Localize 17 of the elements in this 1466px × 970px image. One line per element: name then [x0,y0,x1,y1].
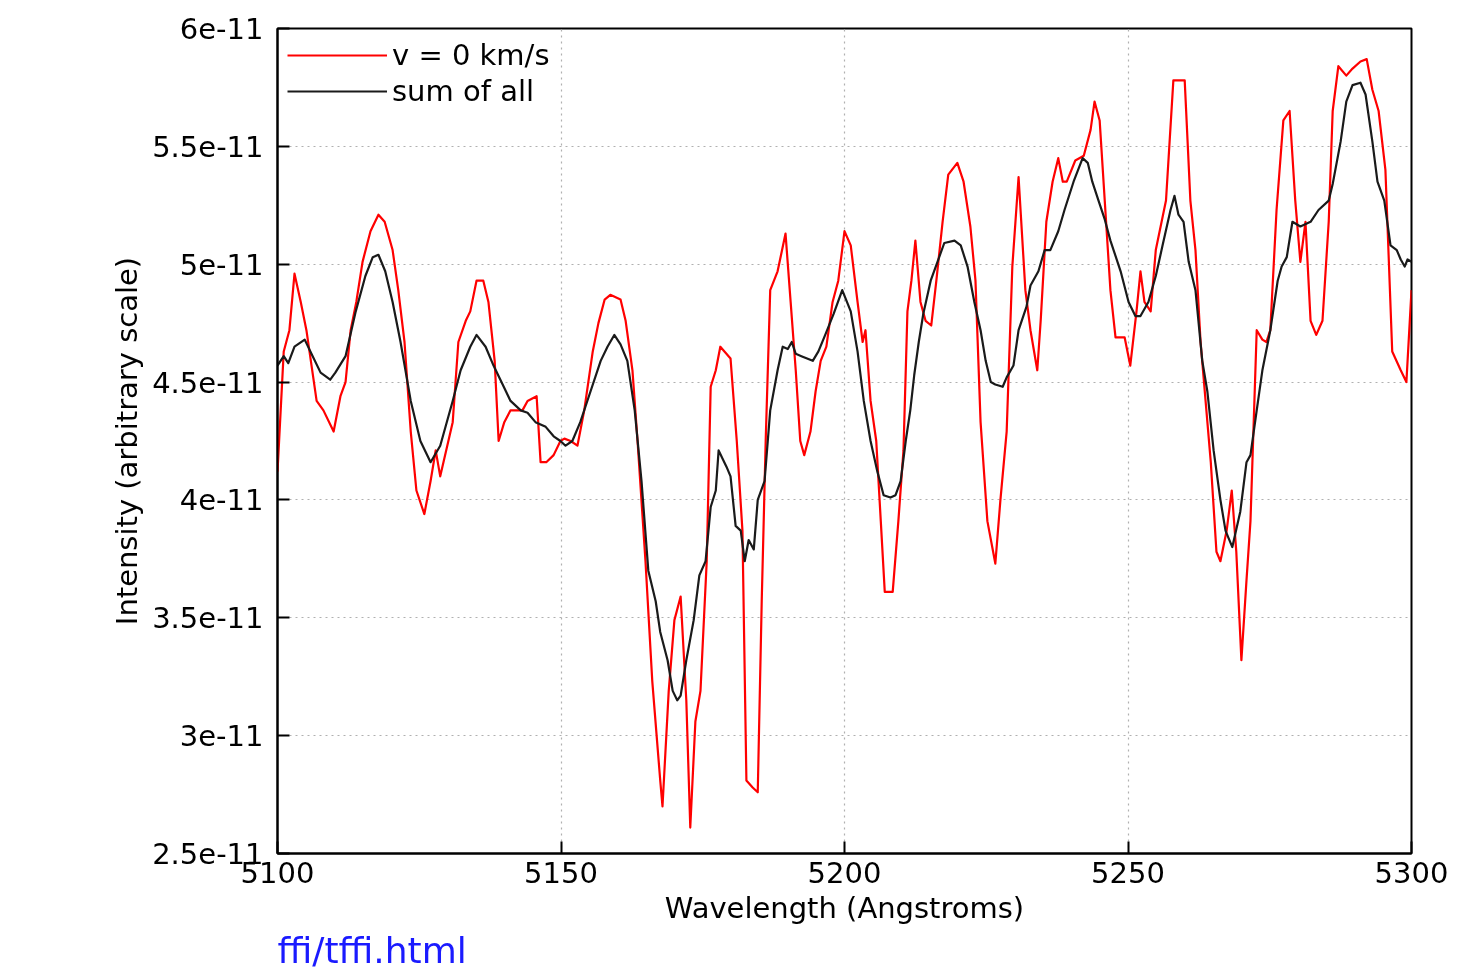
x-tick-label: 5300 [1374,855,1449,890]
y-tick-label: 4.5e-11 [152,365,264,400]
x-tick-label: 5200 [807,855,882,890]
text: ffi/tffi.html [277,929,467,970]
y-axis-title: Intensity (arbitrary scale) [110,256,145,626]
x-axis-title: Wavelength (Angstroms) [664,890,1025,925]
y-tick-label: 5.5e-11 [152,129,264,164]
y-tick-label: 6e-11 [179,12,264,46]
legend-label: sum of all [392,74,535,108]
y-tick-label: 4e-11 [179,483,264,518]
y-tick-label: 3.5e-11 [152,601,264,636]
y-tick-label: 3e-11 [179,719,264,754]
line-series [277,81,1412,702]
legend-label: v = 0 km/s [392,38,550,72]
x-tick-label: 5150 [524,855,598,890]
y-tick-label: 5e-11 [179,247,264,282]
x-tick-label: 5250 [1091,855,1165,890]
